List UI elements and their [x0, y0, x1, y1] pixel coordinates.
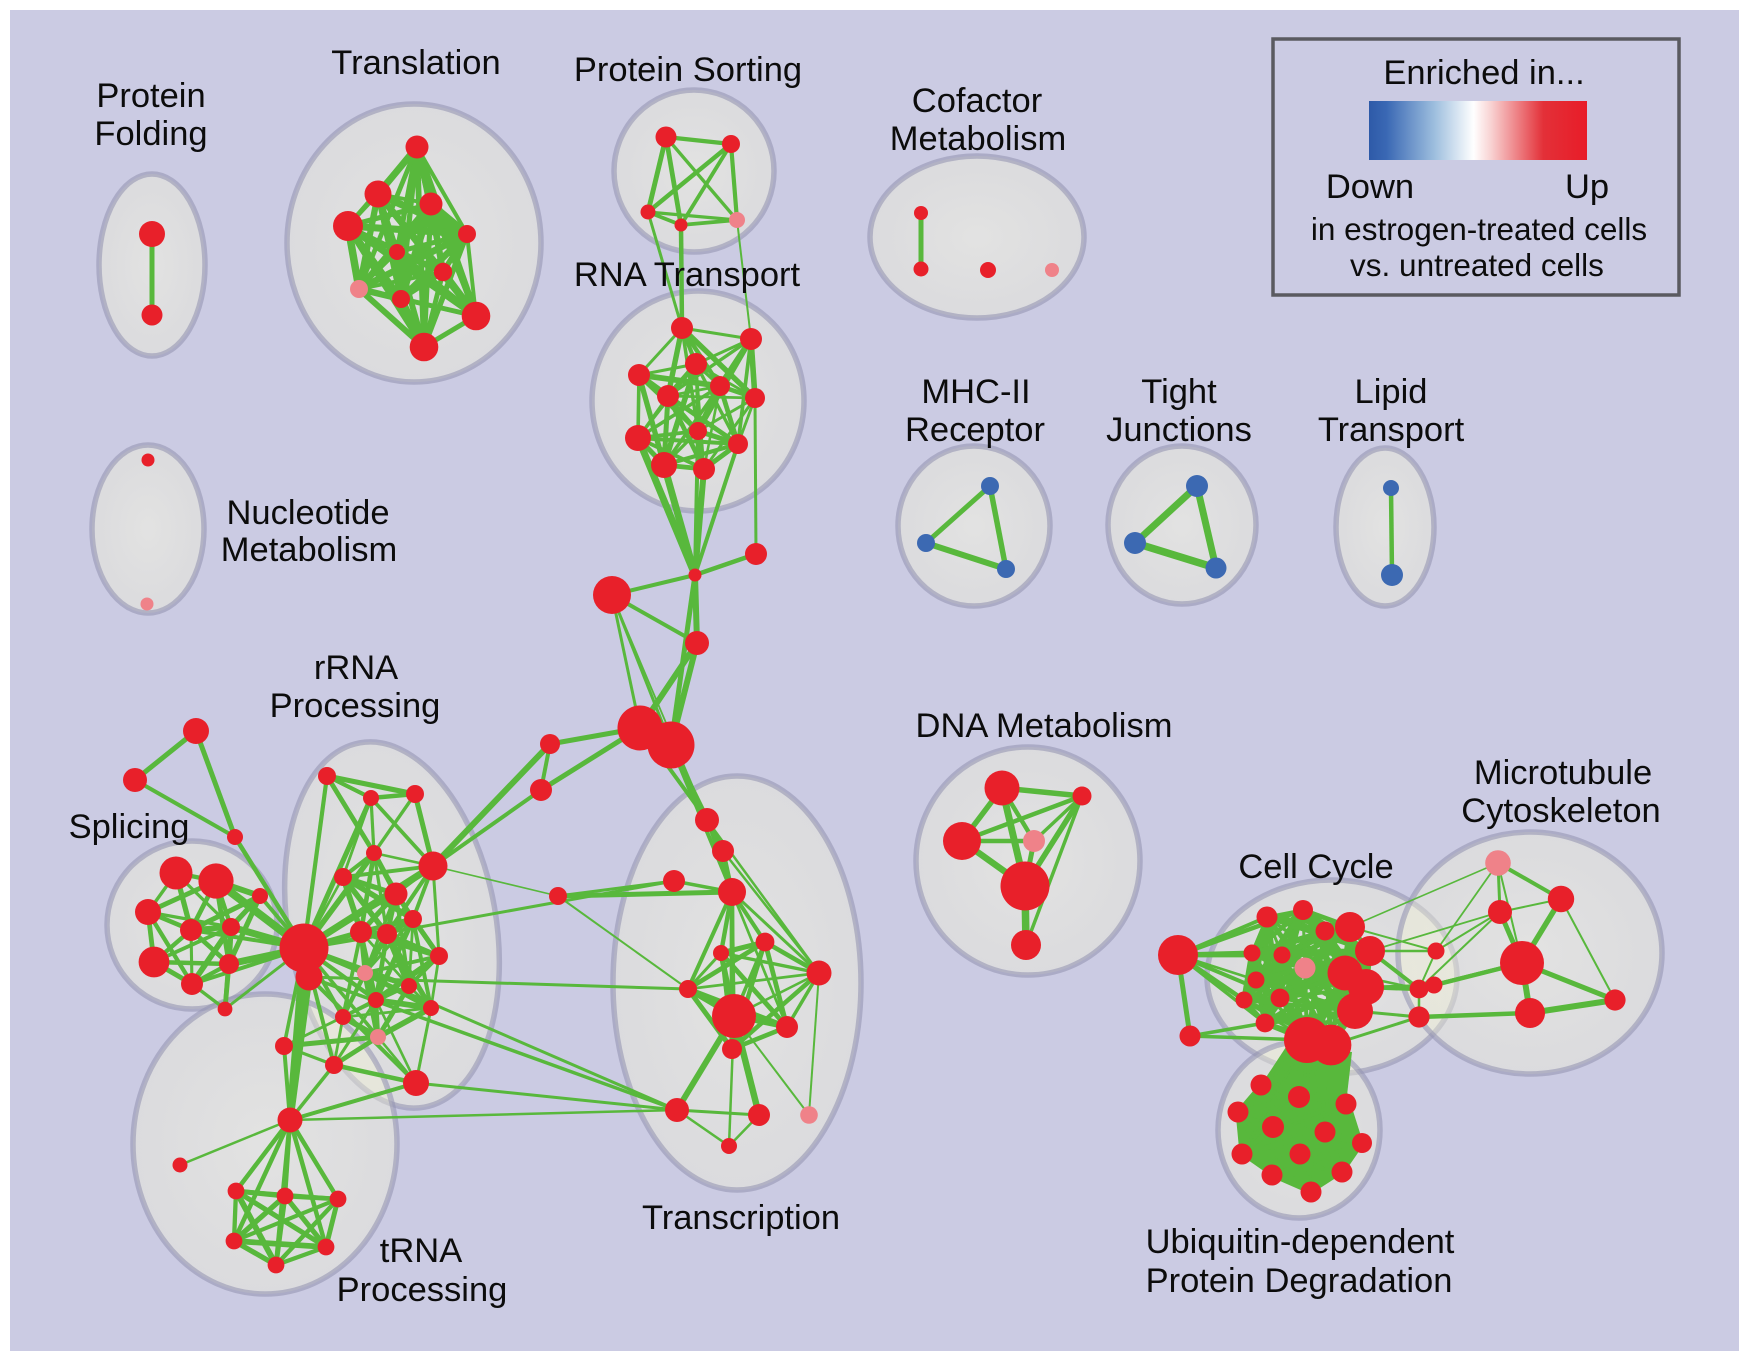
svg-text:Lipid: Lipid — [1355, 373, 1428, 411]
svg-text:Metabolism: Metabolism — [890, 120, 1066, 158]
svg-text:Cofactor: Cofactor — [912, 82, 1042, 120]
svg-text:DNA Metabolism: DNA Metabolism — [916, 707, 1173, 745]
svg-text:Ubiquitin-dependent: Ubiquitin-dependent — [1146, 1223, 1455, 1261]
svg-text:Enriched in...: Enriched in... — [1383, 54, 1584, 92]
svg-text:Translation: Translation — [331, 44, 500, 82]
svg-text:Microtubule: Microtubule — [1474, 754, 1652, 792]
svg-text:Tight: Tight — [1141, 373, 1217, 411]
svg-text:Up: Up — [1565, 168, 1609, 206]
svg-text:Cell Cycle: Cell Cycle — [1238, 848, 1393, 886]
svg-text:Cytoskeleton: Cytoskeleton — [1461, 792, 1660, 830]
svg-text:Splicing: Splicing — [69, 808, 190, 846]
svg-text:tRNA: tRNA — [380, 1232, 462, 1270]
svg-text:MHC-II: MHC-II — [921, 373, 1030, 411]
svg-text:Protein: Protein — [96, 77, 205, 115]
svg-text:Folding: Folding — [94, 115, 207, 153]
svg-text:Protein Degradation: Protein Degradation — [1146, 1262, 1453, 1300]
svg-text:Transport: Transport — [1318, 411, 1465, 449]
svg-text:Nucleotide: Nucleotide — [226, 494, 389, 532]
svg-text:RNA Transport: RNA Transport — [574, 256, 801, 294]
svg-text:Metabolism: Metabolism — [221, 531, 397, 569]
svg-text:Down: Down — [1326, 168, 1414, 206]
svg-text:in estrogen-treated cells: in estrogen-treated cells — [1311, 211, 1647, 247]
svg-text:Protein Sorting: Protein Sorting — [574, 51, 802, 89]
svg-text:Receptor: Receptor — [905, 411, 1045, 449]
svg-text:Junctions: Junctions — [1106, 411, 1252, 449]
svg-text:vs. untreated cells: vs. untreated cells — [1350, 247, 1604, 283]
svg-text:Processing: Processing — [270, 687, 441, 725]
svg-text:Processing: Processing — [337, 1271, 508, 1309]
svg-text:Transcription: Transcription — [642, 1199, 840, 1237]
svg-text:rRNA: rRNA — [314, 649, 398, 687]
